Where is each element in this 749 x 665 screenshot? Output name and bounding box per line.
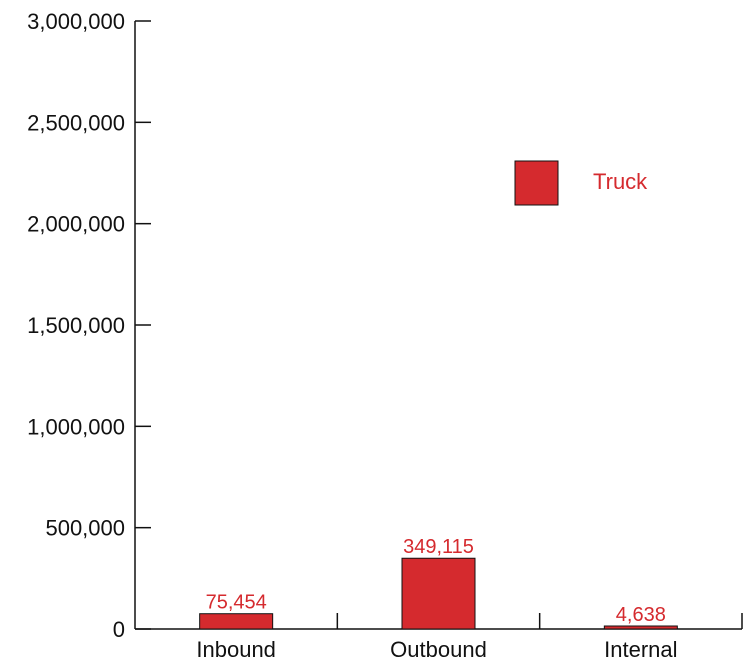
x-category-label: Inbound	[196, 637, 276, 662]
y-tick-label: 2,500,000	[27, 110, 125, 135]
bar-data-label: 75,454	[206, 592, 267, 614]
y-tick-label: 500,000	[45, 516, 125, 541]
bar	[401, 557, 476, 630]
legend: Truck	[514, 160, 648, 206]
y-tick-label: 0	[113, 617, 125, 642]
x-category-label: Internal	[604, 637, 677, 662]
y-tick-label: 1,500,000	[27, 313, 125, 338]
y-tick-label: 2,000,000	[27, 212, 125, 237]
bars: 75,454 349,115 4,638	[199, 536, 678, 630]
bar	[199, 613, 274, 630]
bar-data-label: 349,115	[403, 536, 474, 558]
legend-label: Truck	[593, 169, 648, 194]
y-tick-label: 1,000,000	[27, 414, 125, 439]
bar	[603, 625, 678, 630]
x-category-label: Outbound	[390, 637, 487, 662]
y-tick-label: 3,000,000	[27, 9, 125, 34]
y-axis: 0 500,000 1,000,000 1,500,000 2,000,000 2,500…	[27, 9, 151, 642]
legend-swatch	[514, 160, 559, 206]
bar-data-label: 4,638	[616, 604, 666, 626]
